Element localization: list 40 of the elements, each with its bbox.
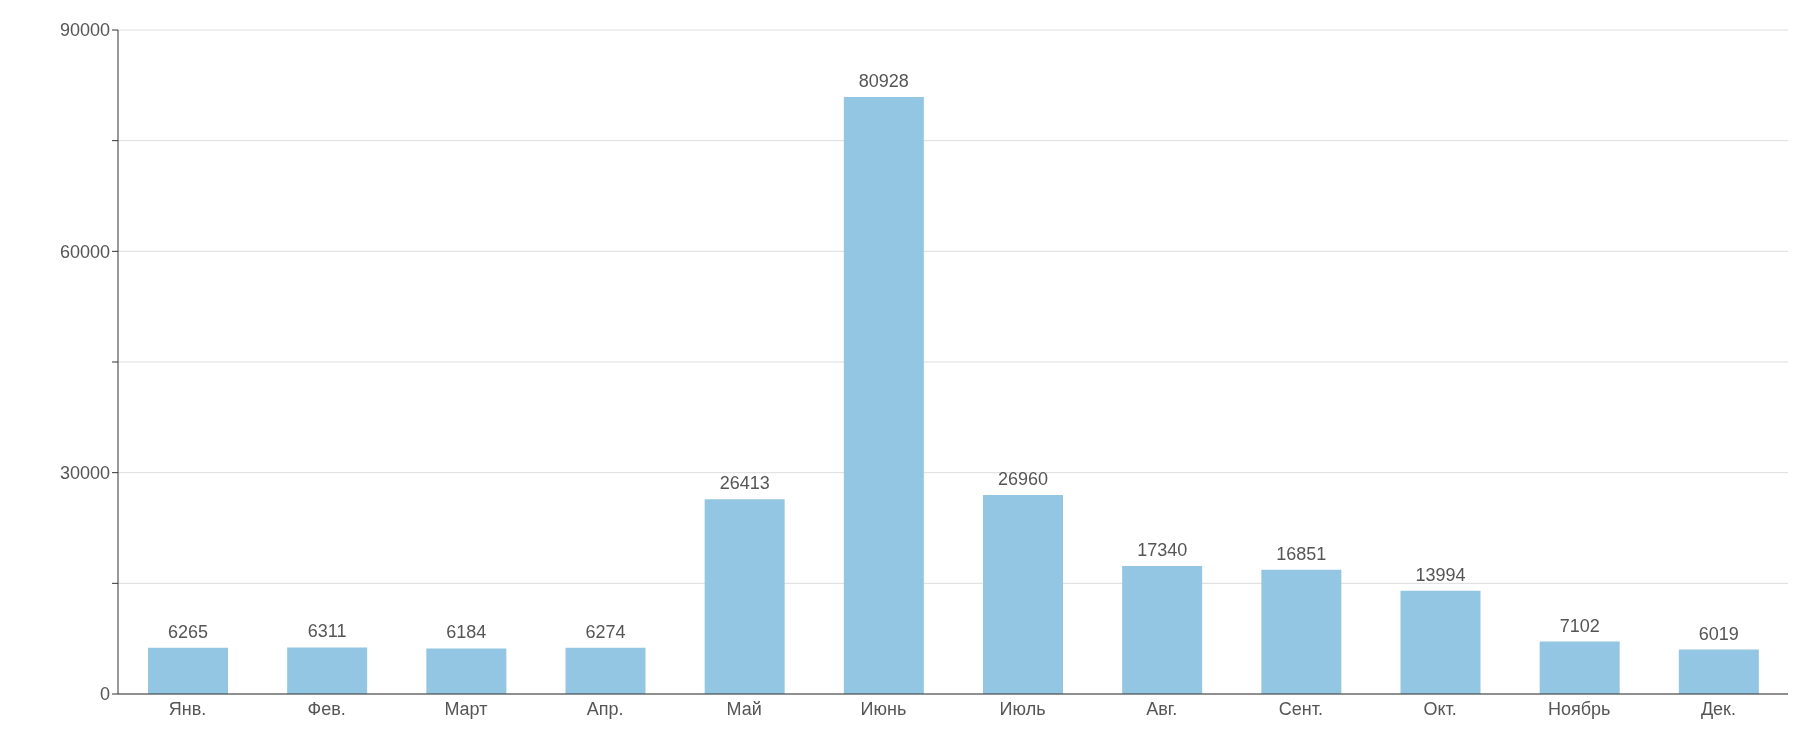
bar <box>565 647 646 694</box>
x-tick-label: Март <box>444 698 488 719</box>
bar <box>287 647 368 694</box>
bar <box>1122 566 1203 694</box>
data-label: 13994 <box>1415 564 1466 585</box>
x-tick-label: Сент. <box>1278 698 1324 719</box>
x-tick-label: Июнь <box>860 698 907 719</box>
data-label: 6311 <box>307 621 347 642</box>
data-label: 6274 <box>585 621 626 642</box>
data-label: 6184 <box>446 622 487 643</box>
data-label: 80928 <box>858 70 909 91</box>
x-tick-label: Окт. <box>1423 698 1457 719</box>
bar <box>983 495 1063 694</box>
x-tick-label: Дек. <box>1700 698 1736 719</box>
data-label: 6265 <box>167 621 209 642</box>
data-label: 17340 <box>1137 540 1188 561</box>
y-tick-label: 0 <box>99 684 110 705</box>
bar <box>148 647 228 694</box>
x-tick-label: Май <box>726 698 762 719</box>
x-tick-label: Апр. <box>586 698 624 719</box>
x-tick-label: Июль <box>999 698 1046 719</box>
bar <box>1400 590 1481 694</box>
bar <box>1678 649 1759 694</box>
bar <box>1539 641 1620 694</box>
data-label: 16851 <box>1276 543 1327 564</box>
x-tick-label: Ноябрь <box>1548 698 1611 719</box>
x-tick-label: Фев. <box>307 698 346 719</box>
data-label: 26413 <box>719 473 770 494</box>
bar <box>843 96 924 694</box>
bar <box>1261 569 1342 694</box>
bar <box>704 499 785 694</box>
y-tick-label: 60000 <box>59 241 110 262</box>
data-label: 7102 <box>1559 615 1600 636</box>
bar <box>426 648 507 694</box>
y-tick-label: 90000 <box>59 20 110 41</box>
x-tick-label: Янв. <box>168 698 207 719</box>
data-label: 6019 <box>1698 623 1739 644</box>
x-tick-label: Авг. <box>1146 698 1178 719</box>
y-tick-label: 30000 <box>59 463 110 484</box>
data-label: 26960 <box>997 469 1049 490</box>
